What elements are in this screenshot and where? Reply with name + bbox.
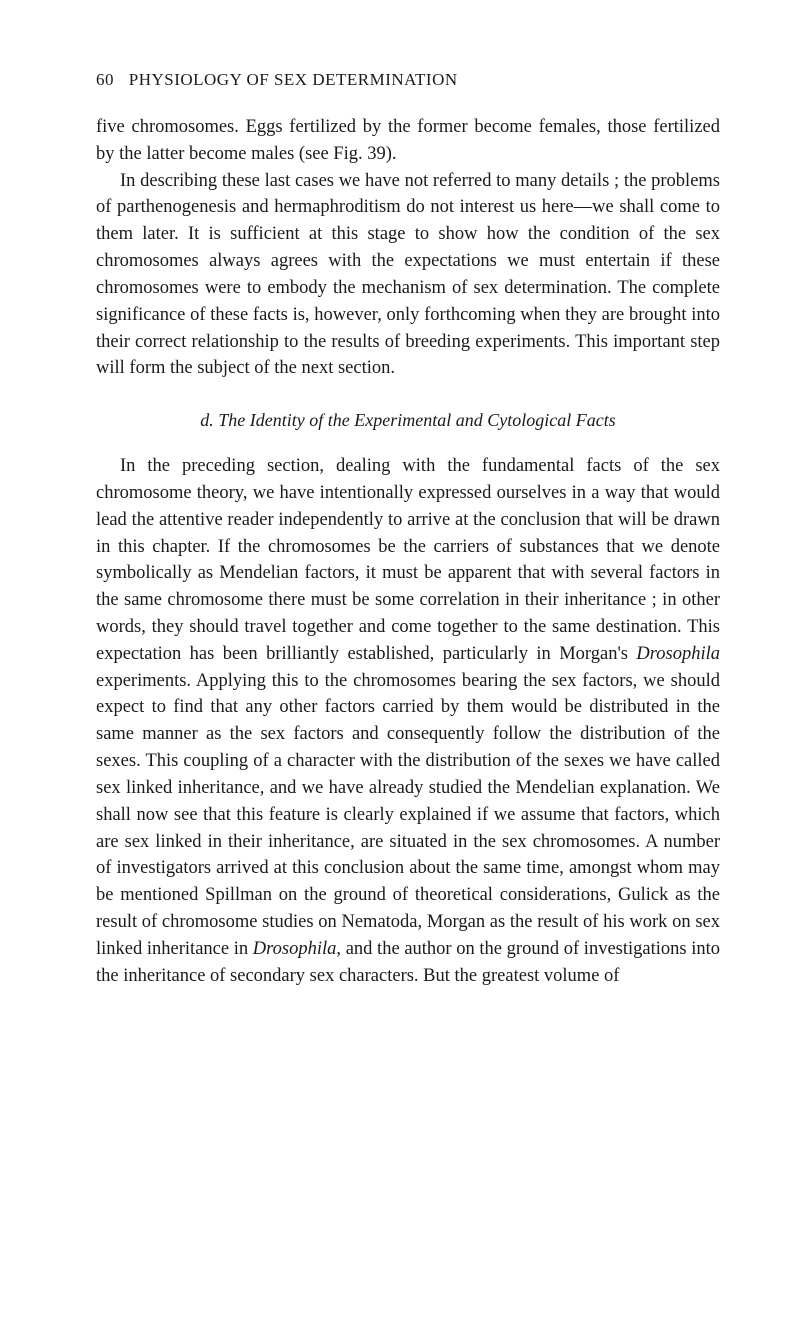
page-container: 60 PHYSIOLOGY OF SEX DETERMINATION five …	[0, 0, 800, 1049]
paragraph-3: In the preceding section, dealing with t…	[96, 453, 720, 989]
p3-italic-1: Drosophila	[636, 644, 720, 664]
p3-italic-2: Drosophila	[253, 939, 337, 959]
p3-part-a: In the preceding section, dealing with t…	[96, 456, 720, 664]
section-heading: d. The Identity of the Experimental and …	[96, 410, 720, 431]
paragraph-1: five chromosomes. Eggs fertilized by the…	[96, 114, 720, 168]
running-title: PHYSIOLOGY OF SEX DETERMINATION	[129, 70, 458, 89]
body-text: five chromosomes. Eggs fertilized by the…	[96, 114, 720, 989]
paragraph-2: In describing these last cases we have n…	[96, 168, 720, 383]
page-number: 60	[96, 70, 114, 89]
running-head: 60 PHYSIOLOGY OF SEX DETERMINATION	[96, 70, 720, 90]
p3-part-c: experiments. Applying this to the chromo…	[96, 671, 720, 959]
